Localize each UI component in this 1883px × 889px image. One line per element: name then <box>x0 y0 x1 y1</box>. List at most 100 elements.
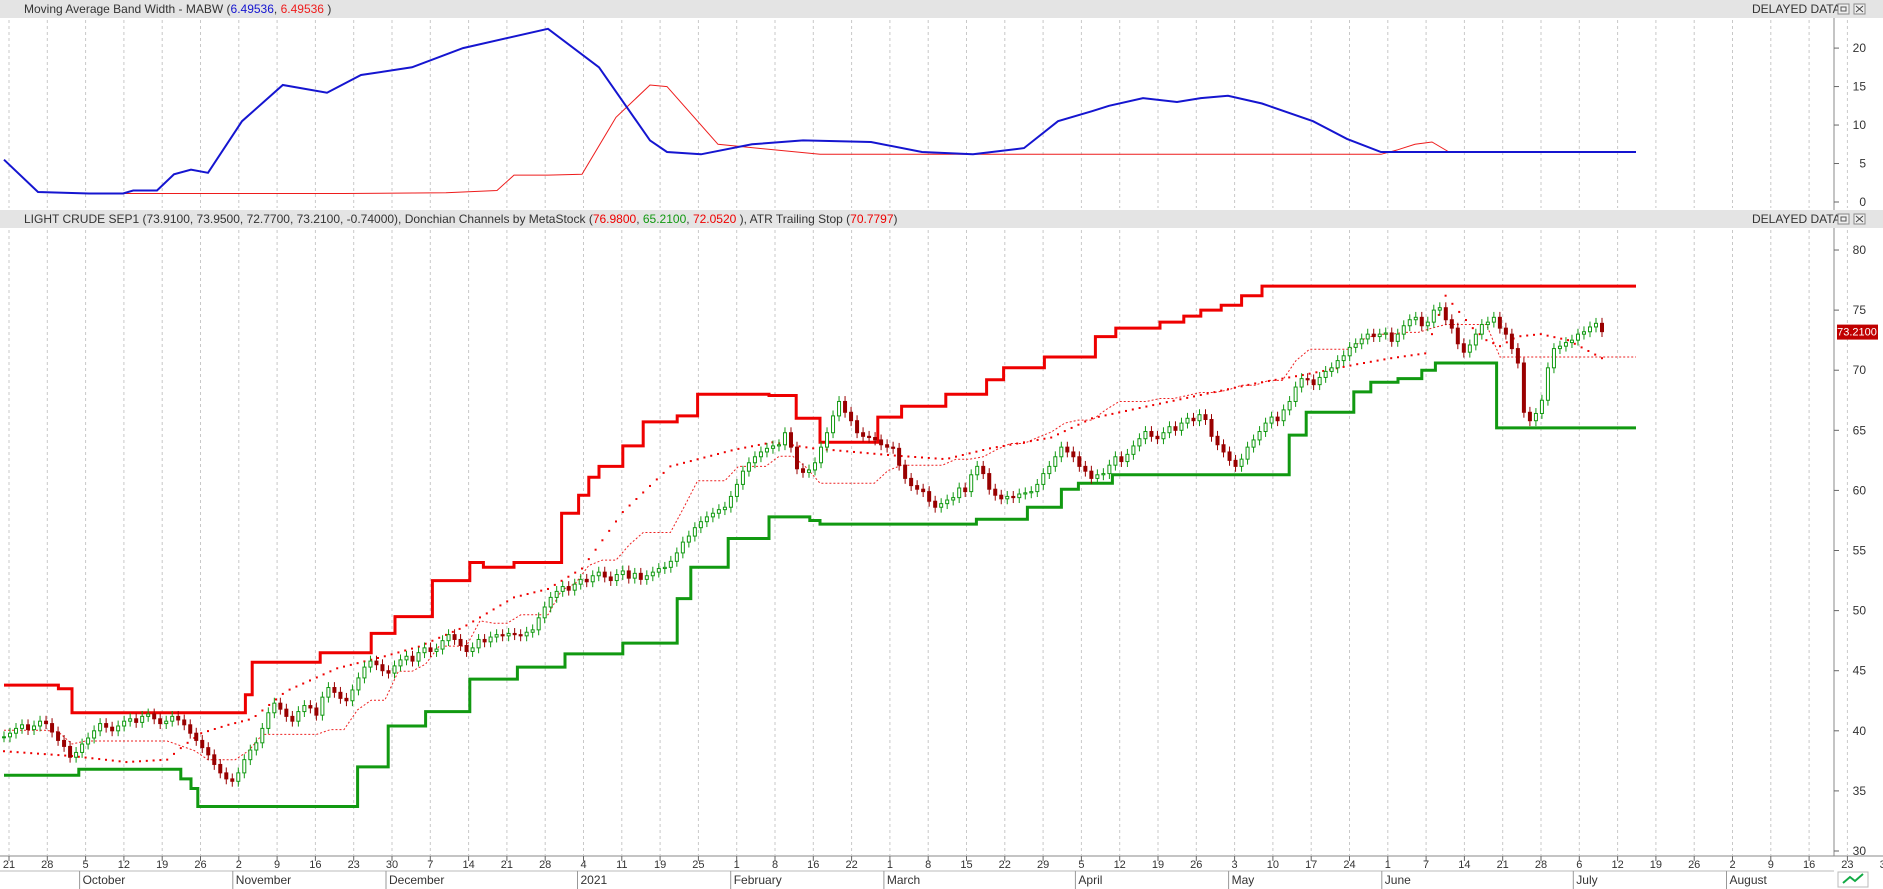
candle-body <box>182 719 187 726</box>
candle-body <box>608 576 613 582</box>
candle-body <box>1209 418 1214 437</box>
candle-body <box>632 572 637 579</box>
candle-body <box>626 570 631 579</box>
candle-body <box>1479 324 1484 335</box>
lower-tick-label: 70 <box>1853 363 1867 377</box>
date-day-label: 1 <box>887 859 893 871</box>
atr-stop-dot <box>540 589 543 592</box>
atr-stop-dot <box>220 725 223 728</box>
atr-stop-dot <box>458 627 461 630</box>
scroll-chart-icon[interactable] <box>1837 871 1869 888</box>
atr-stop-dot <box>730 449 733 452</box>
atr-stop-dot <box>1104 414 1107 417</box>
atr-stop-dot <box>1070 426 1073 429</box>
atr-stop-dot <box>955 455 957 458</box>
candle-body <box>404 655 409 661</box>
date-day-label: 21 <box>3 859 15 871</box>
upper-restore-icon[interactable] <box>1837 3 1850 15</box>
atr-stop-dot <box>615 520 617 523</box>
lower-y-axis-ticks: 80 75 70 65 60 55 50 45 40 35 30 <box>1834 243 1866 858</box>
atr-stop-dot <box>608 529 611 532</box>
candle-body <box>1263 422 1268 433</box>
atr-stop-dot <box>1567 339 1569 342</box>
candle-body <box>92 730 97 739</box>
atr-stop-dot <box>1417 353 1420 356</box>
candle-body <box>1377 333 1382 338</box>
candle-body <box>951 497 956 501</box>
date-day-label: 26 <box>1190 859 1202 871</box>
candle-body <box>1071 451 1076 458</box>
candle-body <box>1029 491 1034 494</box>
atr-stop-dot <box>1431 333 1433 336</box>
atr-stop-dot <box>839 449 842 452</box>
candle-body <box>410 655 415 662</box>
candle-body <box>1149 431 1154 437</box>
candle-body <box>1185 417 1190 424</box>
atr-stop-dot <box>574 571 577 574</box>
candle-body <box>1041 473 1046 485</box>
atr-stop-dot <box>1152 404 1155 407</box>
candle-body <box>1131 445 1136 455</box>
candle-body <box>1575 333 1580 341</box>
candle-body <box>434 648 439 652</box>
candle-body <box>440 640 445 650</box>
atr-stop-dot <box>635 497 638 500</box>
candle-body <box>1443 307 1448 321</box>
candle-body <box>536 617 541 631</box>
date-day-label: 2 <box>236 859 242 871</box>
atr-stop-dot <box>492 608 495 611</box>
atr-stop-dot <box>893 454 896 457</box>
candle-body <box>578 578 583 585</box>
atr-stop-dot <box>30 752 33 755</box>
candle-body <box>122 720 127 727</box>
lower-restore-icon[interactable] <box>1837 213 1850 225</box>
atr-stop-dot <box>499 604 502 607</box>
date-day-label: 6 <box>1576 859 1582 871</box>
candle-body <box>861 432 866 437</box>
candle-body <box>891 446 896 449</box>
candle-body <box>1221 444 1226 453</box>
upper-tick-label: 15 <box>1853 80 1867 94</box>
date-day-label: 24 <box>1343 859 1355 871</box>
candle-body <box>296 711 301 722</box>
candle-body <box>200 739 205 749</box>
candle-body <box>512 632 517 636</box>
lower-tick-label: 55 <box>1853 544 1867 558</box>
atr-stop-dot <box>1356 363 1359 366</box>
candle-body <box>993 488 998 496</box>
lower-tick-label: 40 <box>1853 724 1867 738</box>
date-day-label: 17 <box>1305 859 1317 871</box>
candle-body <box>867 435 872 439</box>
atr-stop-dot <box>907 455 910 458</box>
atr-stop-dot <box>1036 438 1039 441</box>
atr-stop-dot <box>438 636 441 639</box>
date-day-label: 12 <box>118 859 130 871</box>
atr-stop-dot <box>1213 391 1216 394</box>
upper-close-icon[interactable] <box>1853 3 1866 15</box>
candle-body <box>332 687 337 693</box>
candle-body <box>1407 319 1412 327</box>
atr-stop-dot <box>859 451 862 454</box>
atr-stop-dot <box>547 587 549 590</box>
candle-body <box>110 726 115 732</box>
candle-body <box>1503 327 1508 335</box>
atr-stop-dot <box>696 458 699 461</box>
candle-body <box>1359 338 1364 345</box>
candle-body <box>1299 378 1304 388</box>
candle-body <box>945 499 950 505</box>
candle-body <box>356 677 361 691</box>
candle-body <box>44 720 49 725</box>
date-day-label: 28 <box>1535 859 1547 871</box>
candle-body <box>819 446 824 464</box>
candle-body <box>1563 342 1568 347</box>
date-day-label: 16 <box>309 859 321 871</box>
atr-stop-dot <box>1016 442 1019 445</box>
donchian-lower-line <box>4 361 1636 808</box>
atr-stop-dot <box>349 663 352 666</box>
lower-close-icon[interactable] <box>1853 213 1866 225</box>
date-day-label: 3 <box>1232 859 1238 871</box>
atr-stop-dot <box>1254 382 1257 385</box>
atr-stop-dot <box>866 452 869 455</box>
date-day-label: 30 <box>386 859 398 871</box>
date-day-label: 1 <box>1385 859 1391 871</box>
